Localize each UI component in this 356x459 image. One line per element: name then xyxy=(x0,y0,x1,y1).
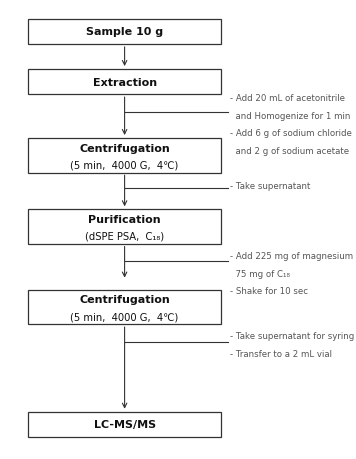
Text: Sample 10 g: Sample 10 g xyxy=(86,27,163,37)
Text: - Add 20 mL of acetonitrile: - Add 20 mL of acetonitrile xyxy=(230,94,345,103)
Bar xyxy=(28,19,221,45)
Text: Centrifugation: Centrifugation xyxy=(79,143,170,153)
Text: (5 min,  4000 G,  4℃): (5 min, 4000 G, 4℃) xyxy=(70,312,179,322)
Text: Extraction: Extraction xyxy=(93,78,157,88)
Text: (5 min,  4000 G,  4℃): (5 min, 4000 G, 4℃) xyxy=(70,160,179,170)
Text: - Add 6 g of sodium chloride: - Add 6 g of sodium chloride xyxy=(230,129,351,138)
Text: 75 mg of C₁₈: 75 mg of C₁₈ xyxy=(230,269,289,278)
Text: LC-MS/MS: LC-MS/MS xyxy=(94,420,156,430)
Text: - Shake for 10 sec: - Shake for 10 sec xyxy=(230,286,308,296)
Text: and 2 g of sodium acetate: and 2 g of sodium acetate xyxy=(230,146,349,156)
Bar xyxy=(28,139,221,173)
Text: Purification: Purification xyxy=(88,214,161,224)
Bar xyxy=(28,290,221,325)
Text: (dSPE PSA,  C₁₈): (dSPE PSA, C₁₈) xyxy=(85,231,164,241)
Bar xyxy=(28,412,221,437)
Text: - Transfer to a 2 mL vial: - Transfer to a 2 mL vial xyxy=(230,349,332,358)
Text: - Add 225 mg of magnesium sulfate,: - Add 225 mg of magnesium sulfate, xyxy=(230,252,356,261)
Bar xyxy=(28,210,221,244)
Bar xyxy=(28,70,221,95)
Text: - Take supernatant: - Take supernatant xyxy=(230,181,310,190)
Text: Centrifugation: Centrifugation xyxy=(79,295,170,305)
Text: and Homogenize for 1 min: and Homogenize for 1 min xyxy=(230,112,350,121)
Text: - Take supernatant for syring filter: - Take supernatant for syring filter xyxy=(230,331,356,341)
